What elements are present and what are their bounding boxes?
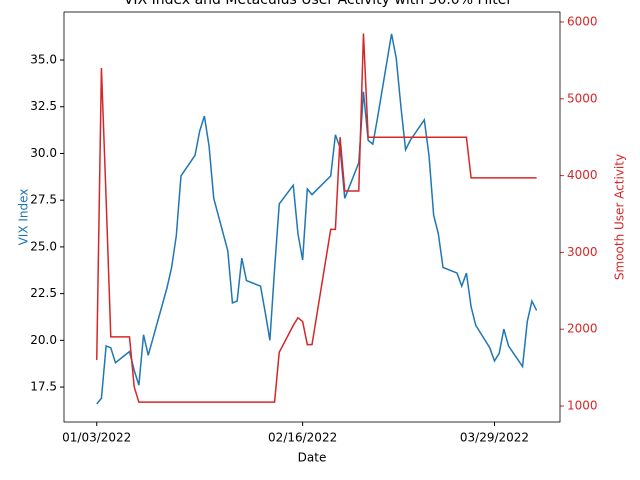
data-line [96, 33, 538, 405]
x-tick-label: 01/03/2022 [62, 431, 131, 445]
y-tick-label: 22.5 [30, 286, 57, 300]
x-tick-label: 02/16/2022 [268, 431, 337, 445]
y-tick-label: 35.0 [30, 53, 57, 67]
y2-tick-label: 6000 [567, 14, 598, 28]
y-tick-label: 20.0 [30, 333, 57, 347]
chart-title: VIX Index and Metaculus User Activity wi… [124, 0, 513, 8]
data-line [96, 33, 537, 403]
y-tick-label: 32.5 [30, 99, 57, 113]
y-tick-label: 17.5 [30, 380, 57, 394]
y2-tick-label: 1000 [567, 399, 598, 413]
plot-frame [63, 11, 561, 423]
x-tick-label: 03/29/2022 [460, 431, 529, 445]
y2-tick-label: 3000 [567, 245, 598, 259]
y2-tick-label: 5000 [567, 91, 598, 105]
y-tick-label: 30.0 [30, 146, 57, 160]
y-tick-label: 27.5 [30, 193, 57, 207]
y2-axis-label: Smooth User Activity [613, 154, 627, 280]
x-axis-label: Date [298, 451, 327, 465]
y2-tick-label: 4000 [567, 168, 598, 182]
y-tick-label: 25.0 [30, 239, 57, 253]
y2-tick-label: 2000 [567, 322, 598, 336]
y-axis-label: VIX Index [17, 189, 31, 246]
